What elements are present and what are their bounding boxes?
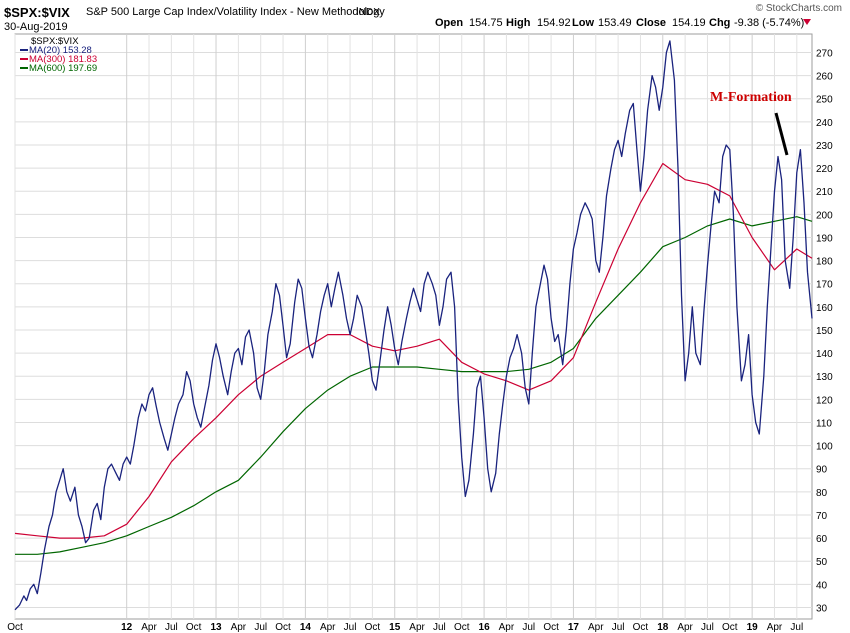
x-tick-label: Oct [633, 622, 649, 633]
close-value: 154.19 [672, 17, 706, 29]
y-tick-label: 70 [816, 511, 828, 522]
source-credit: © StockCharts.com [756, 3, 842, 14]
chart-description: S&P 500 Large Cap Index/Volatility Index… [86, 6, 385, 18]
x-tick-label: Oct [543, 622, 559, 633]
y-tick-label: 230 [816, 141, 833, 152]
x-tick-label: 18 [657, 622, 669, 633]
x-tick-label: Jul [612, 622, 625, 633]
y-tick-label: 200 [816, 210, 833, 221]
x-tick-label: 15 [389, 622, 401, 633]
x-tick-label: 14 [300, 622, 312, 633]
y-tick-label: 210 [816, 187, 833, 198]
y-tick-label: 160 [816, 303, 833, 314]
y-tick-label: 120 [816, 395, 833, 406]
high-label: High [506, 17, 531, 29]
x-tick-label: Oct [7, 622, 23, 633]
y-tick-label: 30 [816, 603, 828, 614]
series-line-ma600 [15, 216, 813, 555]
x-tick-label: Jul [433, 622, 446, 633]
y-axis: 30 40 50 60 70 80 90 100 110 120 130 140 150 160 170 18… [816, 48, 833, 614]
series-line-ma300 [14, 162, 813, 539]
x-tick-label: 19 [747, 622, 759, 633]
chart-exchange: INDX [356, 7, 380, 18]
y-tick-label: 180 [816, 257, 833, 268]
x-tick-label: Jul [522, 622, 535, 633]
y-tick-label: 170 [816, 280, 833, 291]
x-tick-label: Apr [141, 622, 157, 633]
low-label: Low [572, 17, 594, 29]
legend-item: MA(600) 197.69 [29, 63, 97, 74]
y-tick-label: 100 [816, 442, 833, 453]
y-tick-label: 240 [816, 118, 833, 129]
series-line-ma20 [14, 40, 813, 611]
high-value: 154.92 [537, 17, 571, 29]
open-label: Open [435, 17, 463, 29]
x-tick-label: Oct [186, 622, 202, 633]
m-formation-annotation: M-Formation [710, 90, 792, 105]
x-tick-label: Jul [344, 622, 357, 633]
x-axis: Oct 12 Apr Jul Oct 13 Apr Jul Oct 14 Apr Jul Oct 15 Ap… [7, 622, 803, 633]
x-tick-label: 13 [210, 622, 222, 633]
y-tick-label: 140 [816, 349, 833, 360]
y-tick-label: 90 [816, 465, 828, 476]
x-tick-label: Apr [588, 622, 604, 633]
y-tick-label: 80 [816, 488, 828, 499]
plot-area [14, 33, 813, 620]
chg-label: Chg [709, 17, 730, 29]
x-tick-label: Oct [722, 622, 738, 633]
y-tick-label: 270 [816, 48, 833, 59]
x-tick-label: 17 [568, 622, 580, 633]
y-tick-label: 130 [816, 372, 833, 383]
y-tick-label: 110 [816, 418, 832, 429]
y-tick-label: 190 [816, 233, 833, 244]
x-tick-label: Apr [320, 622, 336, 633]
x-tick-label: Jul [165, 622, 178, 633]
y-tick-label: 250 [816, 95, 833, 106]
open-value: 154.75 [469, 17, 503, 29]
x-tick-label: Jul [254, 622, 267, 633]
y-tick-label: 260 [816, 72, 833, 83]
chg-value: -9.38 (-5.74%) [734, 17, 804, 29]
close-label: Close [636, 17, 666, 29]
x-tick-label: Apr [677, 622, 693, 633]
annotation-arrow [774, 112, 789, 156]
x-tick-label: Oct [275, 622, 291, 633]
x-tick-label: Apr [499, 622, 515, 633]
chart-date: 30-Aug-2019 [4, 21, 68, 33]
down-triangle-icon [803, 19, 811, 25]
x-tick-label: Apr [767, 622, 783, 633]
chart-symbol: $SPX:$VIX [4, 5, 70, 20]
x-tick-label: Oct [365, 622, 381, 633]
x-tick-label: Apr [409, 622, 425, 633]
low-value: 153.49 [598, 17, 632, 29]
x-tick-label: Jul [701, 622, 714, 633]
x-tick-label: Apr [231, 622, 247, 633]
x-tick-label: Jul [790, 622, 803, 633]
x-tick-label: Oct [454, 622, 470, 633]
y-tick-label: 40 [816, 580, 828, 591]
y-tick-label: 220 [816, 164, 833, 175]
y-tick-label: 60 [816, 534, 828, 545]
x-tick-label: 12 [121, 622, 133, 633]
legend-item: MA(20) 153.28 [29, 45, 92, 56]
y-tick-label: 150 [816, 326, 833, 337]
legend-item: $SPX:$VIX [31, 36, 79, 47]
x-tick-label: 16 [479, 622, 491, 633]
y-tick-label: 50 [816, 557, 828, 568]
ohlc-readout: Open 154.75 High 154.92 Low 153.49 Close… [435, 17, 811, 29]
legend-item: MA(300) 181.83 [29, 54, 97, 65]
series-lines [14, 40, 813, 611]
